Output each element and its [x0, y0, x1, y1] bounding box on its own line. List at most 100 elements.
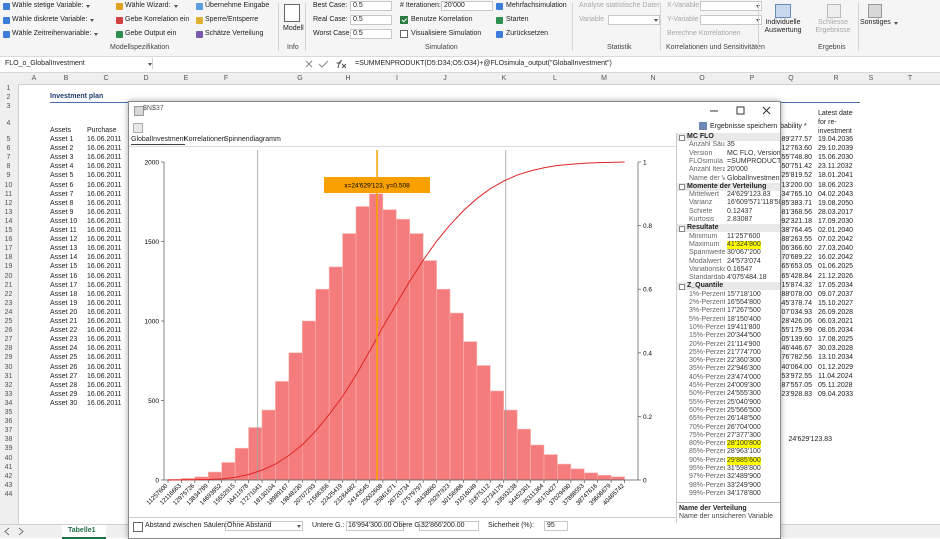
stat-label: Kurtosis [689, 216, 715, 223]
marker-point [375, 316, 379, 320]
input[interactable] [419, 521, 479, 531]
row-number: 25 [4, 318, 13, 325]
row-number: 17 [4, 245, 13, 253]
ribbon-item[interactable]: Übernehme Eingabe [205, 2, 270, 9]
ribbon-item[interactable]: Gebe Korrelation ein [125, 16, 190, 23]
cell: Asset 12 [50, 236, 78, 244]
tab[interactable]: GlobalInvestment [131, 136, 186, 145]
stat-label: 15%-Perzentil [689, 332, 725, 340]
bar [288, 352, 303, 481]
collapse-toggle[interactable] [679, 184, 685, 191]
cell: Asset 8 [50, 199, 74, 207]
ribbon-button[interactable]: Individuelle Auswertung [764, 19, 802, 34]
cell: 24'629'123.83 [788, 436, 832, 444]
row-number: 24 [4, 308, 13, 316]
collapse-toggle[interactable] [679, 134, 685, 141]
group-label: Korrelationen und Sensitivitäten [666, 44, 765, 51]
checkbox-label[interactable]: Benutze Korrelation [411, 16, 473, 23]
checkbox[interactable] [400, 30, 408, 38]
ribbon-button[interactable]: Analyse statistische Daten [579, 2, 662, 9]
name-box-text[interactable]: FLO_o_GlobalInvestment [5, 60, 153, 68]
stat-value: 19'411'800 [727, 323, 761, 331]
ribbon-item[interactable]: Sperre/Entsperre [205, 16, 259, 23]
cell: Asset 4 [50, 163, 74, 171]
formula-text[interactable]: =SUMMENPRODUKT(D5:D34;O5:O34)+@FLOsimula… [355, 60, 612, 67]
checkbox-label[interactable]: Visualisiere Simulation [411, 30, 482, 37]
cell: 06.03.2021 [818, 318, 854, 325]
stat-label: Minimum [689, 232, 718, 240]
bar [369, 193, 384, 481]
bar [382, 209, 397, 481]
input[interactable] [346, 521, 404, 531]
cell: 16.06.2011 [87, 381, 122, 389]
input[interactable]: 20'000 [441, 1, 493, 11]
sheet-tab-label[interactable]: Tabelle1 [68, 527, 96, 534]
cell: 338'764.45 [777, 227, 812, 234]
dropdown[interactable] [608, 15, 660, 25]
column-title: Purchase [87, 127, 117, 134]
cell: 13.10.2034 [818, 354, 854, 362]
stat-label: 85%-Perzentil [689, 448, 725, 456]
cell: Asset 1 [50, 136, 74, 143]
dropdown[interactable] [225, 521, 303, 531]
stat-label: 30%-Perzentil [689, 357, 725, 365]
stat-label: 1%-Perzentil [689, 290, 725, 298]
ribbon-item[interactable]: Wähle stetige Variable: [12, 2, 91, 10]
cell: Asset 29 [50, 390, 78, 398]
stat-value: 20'344'500 [727, 332, 761, 340]
cell: 11.04.2024 [818, 372, 853, 380]
stat-label: 95%-Perzentil [689, 465, 725, 472]
field-value[interactable]: 32'866'200.00 [421, 522, 465, 529]
field-value[interactable]: 95 [547, 522, 555, 529]
ribbon-button[interactable]: Zurücksetzen [506, 30, 549, 37]
ribbon-item[interactable]: Wähle diskrete Variable: [12, 16, 95, 24]
formula-icons [305, 60, 347, 69]
ribbon-button[interactable]: Modell [283, 25, 304, 32]
input[interactable] [544, 521, 568, 531]
cell: Asset 18 [50, 290, 78, 298]
window-controls[interactable] [704, 104, 778, 118]
ribbon-item[interactable]: Wähle Zeitreihenvariable: [12, 30, 99, 38]
collapse-toggle[interactable] [679, 283, 685, 290]
input[interactable]: 0.5 [350, 1, 392, 11]
cell: 16.06.2011 [87, 290, 122, 298]
ribbon-button[interactable]: Sonstiges [860, 19, 899, 27]
row-number: 30 [4, 363, 13, 371]
input[interactable]: 0.5 [350, 29, 392, 39]
column-header: T [907, 75, 913, 82]
field-value[interactable]: Ohne Abstand [227, 522, 272, 529]
ribbon-button[interactable]: Starten [506, 16, 529, 23]
cell: 16.06.2011 [87, 181, 122, 189]
name-box[interactable] [2, 58, 153, 69]
column-header: B [63, 75, 69, 82]
collapse-toggle[interactable] [679, 225, 685, 232]
ribbon-button[interactable]: Mehrfachsimulation [506, 2, 567, 9]
save-icon[interactable] [699, 122, 707, 130]
field-value[interactable]: 16'994'300.00 [348, 522, 392, 529]
column-header: E [183, 75, 189, 82]
column-title: Latest date for re-investment [818, 110, 853, 135]
ribbon-item[interactable]: Wähle Wizard: [125, 2, 179, 10]
ribbon-button[interactable]: Berechne Korrelationen [667, 30, 741, 37]
tab[interactable]: Korrelationen [184, 136, 226, 143]
section-header: Z_Quantile [677, 282, 780, 291]
row-number: 41 [4, 463, 13, 471]
ribbon-button[interactable]: Schliesse Ergebnisse [815, 19, 851, 34]
cell: 16.06.2011 [87, 254, 122, 262]
toolbar-icon[interactable] [133, 123, 143, 133]
cell: 23.11.2032 [818, 163, 853, 171]
input[interactable]: 0.5 [350, 15, 392, 25]
ribbon-item[interactable]: Schätze Verteilung [205, 30, 264, 37]
cell: 713'200.00 [777, 181, 812, 189]
stat-label: 25%-Perzentil [689, 348, 725, 356]
tab-nav[interactable] [2, 527, 26, 536]
cell: 16.06.2011 [87, 390, 122, 398]
ribbon-item[interactable]: Gebe Output ein [125, 30, 177, 37]
row-number: 14 [4, 217, 13, 225]
stat-label: Version [689, 149, 713, 157]
save-button[interactable]: Ergebnisse speichern [710, 123, 778, 130]
tab[interactable]: Spinnendiagramm [224, 136, 281, 143]
cell: Asset 7 [50, 190, 74, 198]
checkbox[interactable] [400, 16, 408, 24]
